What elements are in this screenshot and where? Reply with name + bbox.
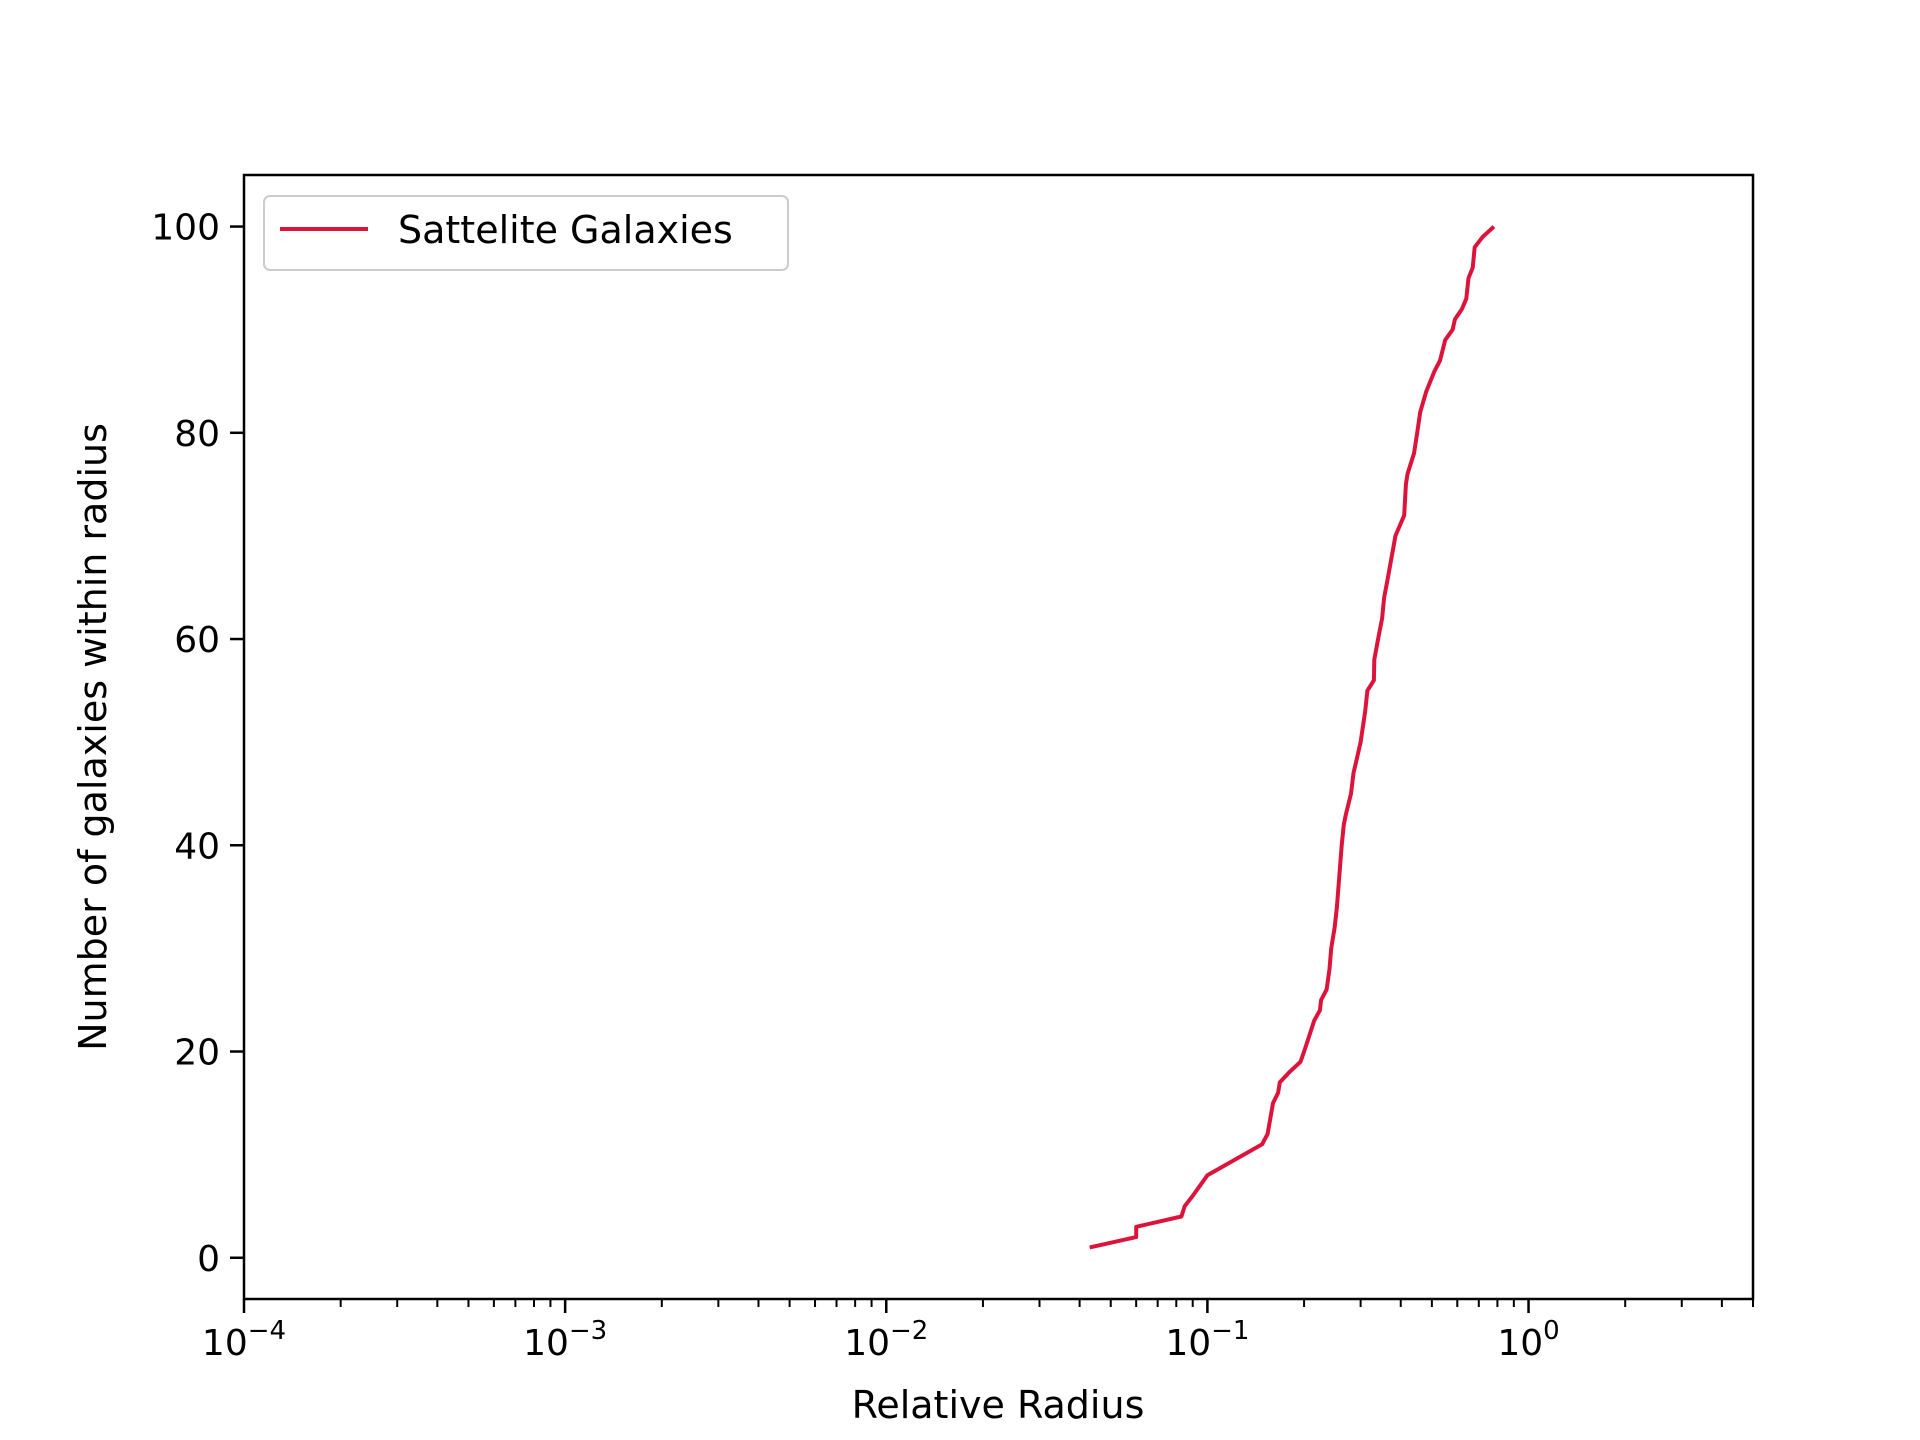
y-axis-label: Number of galaxies within radius bbox=[71, 423, 115, 1051]
plot-area bbox=[1089, 225, 1496, 1250]
x-axis: 10−4 10−3 10−2 10−1 100 bbox=[202, 1299, 1754, 1364]
x-tick-label: 10−4 bbox=[202, 1316, 286, 1364]
x-tick-label: 100 bbox=[1497, 1316, 1559, 1364]
legend: Sattelite Galaxies bbox=[263, 195, 789, 271]
y-tick-label: 20 bbox=[174, 1033, 220, 1074]
x-tick-label: 10−2 bbox=[844, 1316, 928, 1364]
legend-box bbox=[263, 195, 789, 271]
x-tick-label: 10−1 bbox=[1165, 1316, 1249, 1364]
y-tick-label: 60 bbox=[174, 620, 220, 661]
series-line bbox=[1089, 225, 1496, 1250]
x-tick-label: 10−3 bbox=[523, 1316, 607, 1364]
axes-frame bbox=[242, 173, 1755, 1301]
y-axis: 0 20 40 60 80 100 bbox=[151, 208, 244, 1280]
y-tick-label: 80 bbox=[174, 414, 220, 455]
y-tick-label: 100 bbox=[151, 208, 220, 249]
y-tick-label: 40 bbox=[174, 826, 220, 867]
y-tick-label: 0 bbox=[197, 1239, 220, 1280]
x-axis-label: Relative Radius bbox=[852, 1383, 1145, 1427]
legend-entry-label: Sattelite Galaxies bbox=[398, 208, 733, 252]
